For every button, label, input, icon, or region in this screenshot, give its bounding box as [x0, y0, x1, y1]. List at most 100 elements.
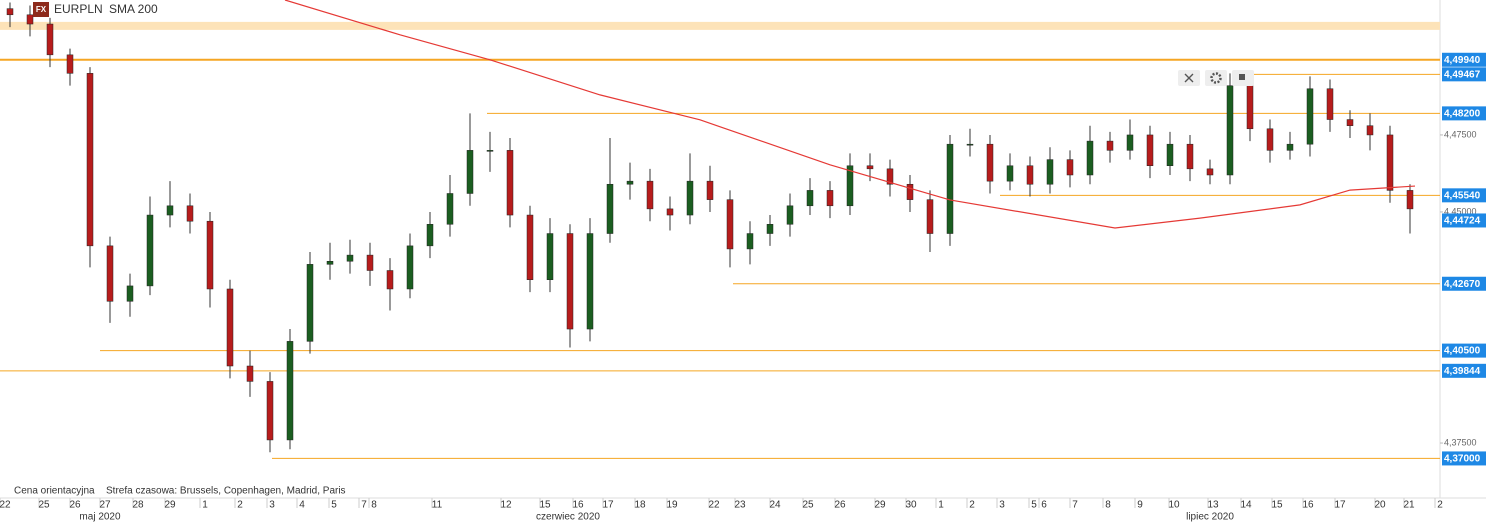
candle-body — [546, 233, 554, 280]
candle-body — [1246, 85, 1254, 130]
x-tick-label: 2 — [1437, 500, 1443, 511]
x-tick-label: 7 — [1072, 500, 1078, 511]
candle-body — [246, 365, 254, 382]
candle-body — [1106, 140, 1114, 151]
candle-body — [306, 264, 314, 342]
x-tick-label: 26 — [834, 500, 846, 511]
x-tick-label: 10 — [1168, 500, 1180, 511]
candle-body — [1366, 125, 1374, 136]
level-label: 4,39844 — [1444, 366, 1481, 377]
candle-body — [6, 8, 14, 16]
candle-body — [726, 199, 734, 250]
candle-body — [406, 245, 414, 290]
candle-body — [646, 180, 654, 210]
x-tick-label: 21 — [1403, 500, 1415, 511]
candle-body — [966, 143, 974, 146]
candle-body — [746, 233, 754, 250]
level-label: 4,40500 — [1444, 346, 1481, 357]
sma-line — [284, 0, 1416, 229]
candle-body — [1266, 128, 1274, 151]
candle-body — [1346, 119, 1354, 126]
candle-body — [1046, 159, 1054, 185]
x-tick-label: 2 — [969, 500, 975, 511]
candle-body — [446, 193, 454, 225]
candle-body — [826, 190, 834, 207]
zone — [0, 21, 1440, 30]
candle-body — [706, 180, 714, 200]
x-tick-label: 2 — [237, 500, 243, 511]
level-box — [1442, 363, 1486, 378]
candle-body — [1226, 85, 1234, 176]
candle-body — [846, 165, 854, 207]
settings-button[interactable] — [1205, 70, 1227, 86]
x-tick-label: 3 — [999, 500, 1005, 511]
x-tick-label: 16 — [572, 500, 584, 511]
candle-body — [526, 214, 534, 280]
level-box — [1442, 106, 1486, 121]
x-tick-label: 17 — [1334, 500, 1346, 511]
candle-body — [486, 150, 494, 152]
candle-body — [1146, 134, 1154, 167]
level-label: 4,48200 — [1444, 109, 1481, 120]
candle-body — [1326, 88, 1334, 120]
x-tick-label: 14 — [1240, 500, 1252, 511]
candle-body — [1406, 190, 1414, 210]
month-label: lipiec 2020 — [1186, 512, 1234, 522]
x-tick-label: 19 — [666, 500, 678, 511]
month-label: czerwiec 2020 — [536, 512, 600, 522]
candle-body — [366, 254, 374, 271]
last-price-box — [1442, 213, 1486, 228]
candle-body — [286, 341, 294, 441]
level-box — [1442, 188, 1486, 203]
candle-body — [146, 214, 154, 287]
candle-body — [1286, 143, 1294, 151]
toolbar — [1178, 70, 1254, 86]
level-box — [1442, 276, 1486, 291]
candle-body — [186, 205, 194, 222]
x-tick-label: 24 — [769, 500, 781, 511]
x-tick-label: 22 — [0, 500, 11, 511]
x-tick-label: 8 — [371, 500, 377, 511]
sma-legend: SMA 200 — [109, 2, 158, 16]
x-tick-label: 18 — [634, 500, 646, 511]
timezone: Strefa czasowa: Brussels, Copenhagen, Ma… — [106, 486, 346, 497]
x-tick-label: 15 — [539, 500, 551, 511]
candle-body — [886, 168, 894, 185]
level-label: 4,45540 — [1444, 190, 1481, 201]
candle-body — [386, 270, 394, 290]
candle-body — [226, 288, 234, 367]
candle-body — [1086, 140, 1094, 176]
x-tick-label: 5 — [1031, 500, 1037, 511]
x-tick-label: 23 — [734, 500, 746, 511]
candle-body — [126, 285, 134, 302]
x-tick-label: 26 — [69, 500, 81, 511]
candle-body — [786, 205, 794, 225]
candle-body — [106, 245, 114, 302]
x-tick-label: 11 — [432, 500, 443, 511]
candle-body — [346, 254, 354, 262]
x-tick-label: 28 — [132, 500, 144, 511]
candle-body — [626, 180, 634, 185]
x-tick-label: 5 — [331, 500, 337, 511]
x-tick-label: 6 — [1041, 500, 1047, 511]
candle-body — [1186, 143, 1194, 170]
candle-body — [426, 224, 434, 247]
month-label: maj 2020 — [79, 512, 121, 522]
candle-body — [86, 73, 94, 247]
last-price-label: 4,44724 — [1444, 216, 1481, 227]
level-label: 4,42670 — [1444, 279, 1481, 290]
x-tick-label: 1 — [202, 500, 208, 511]
candle-body — [806, 190, 814, 207]
x-tick-label: 29 — [164, 500, 176, 511]
x-tick-label: 3 — [269, 500, 275, 511]
candle-body — [166, 205, 174, 216]
close-icon — [1184, 73, 1194, 83]
candle-body — [946, 143, 954, 234]
candle-body — [1306, 88, 1314, 145]
x-tick-label: 17 — [602, 500, 614, 511]
candle-body — [1126, 134, 1134, 151]
candle-body — [566, 233, 574, 330]
x-tick-label: 27 — [99, 500, 111, 511]
x-tick-label: 25 — [802, 500, 814, 511]
